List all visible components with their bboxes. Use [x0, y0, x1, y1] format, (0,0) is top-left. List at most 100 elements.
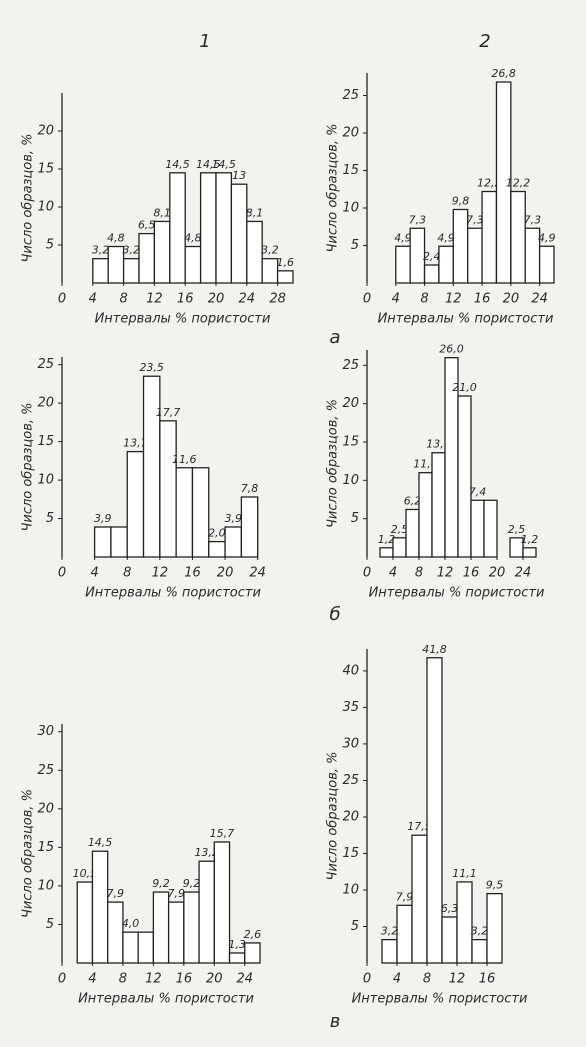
value-label: 13,2 [194, 846, 219, 859]
bar [409, 227, 426, 284]
x-tick-label: 4 [90, 566, 98, 581]
value-label: 15,7 [210, 827, 235, 840]
x-tick-label: 8 [119, 292, 127, 307]
value-label: 17,5 [407, 820, 432, 833]
x-tick-label: 4 [393, 972, 401, 987]
y-axis-label: Число образцов, % [21, 402, 36, 531]
value-label: 10,5 [73, 867, 98, 880]
bar [107, 901, 124, 964]
value-label: 2,0 [208, 527, 226, 540]
y-tick-label: 25 [342, 358, 359, 373]
value-label: 13,7 [123, 437, 148, 450]
bar [538, 245, 555, 284]
bar [426, 657, 443, 964]
y-tick-label: 5 [351, 919, 359, 934]
x-tick-label: 24 [515, 566, 532, 581]
bar [276, 270, 294, 284]
value-label: 11,1 [452, 867, 477, 880]
bar [159, 420, 177, 558]
bar [467, 227, 483, 284]
bar [456, 881, 473, 964]
x-tick-label: 24 [236, 972, 253, 987]
bar [486, 892, 503, 964]
x-tick-label: 8 [119, 972, 127, 987]
y-axis-label: Число образцов, % [21, 789, 36, 918]
value-label: 8,1 [246, 206, 264, 219]
value-label: 13 [232, 169, 246, 182]
bar [76, 881, 94, 964]
x-axis-label: Интервалы % пористости [85, 586, 261, 601]
bar [110, 526, 128, 558]
x-tick-label: 20 [217, 566, 234, 581]
y-tick-label: 25 [342, 88, 359, 103]
y-axis-label: Число образцов, % [326, 399, 341, 528]
bar [522, 547, 537, 558]
y-tick-label: 20 [342, 809, 359, 824]
bar [381, 938, 398, 964]
bar [457, 395, 472, 558]
column-header: 2 [479, 31, 490, 52]
bar [379, 547, 394, 558]
value-label: 7,9 [167, 887, 185, 900]
bar [405, 508, 420, 558]
bar [423, 264, 440, 284]
value-label: 2,6 [244, 928, 262, 941]
value-label: 4,9 [394, 231, 412, 244]
value-label: 41,8 [422, 643, 447, 656]
y-tick-label: 20 [37, 801, 54, 816]
value-label: 6,5 [138, 219, 156, 232]
bar [208, 540, 226, 558]
value-label: 9,2 [152, 877, 170, 890]
bar [438, 245, 454, 284]
y-tick-label: 10 [342, 882, 359, 897]
bar [411, 834, 428, 964]
y-tick-label: 25 [37, 763, 54, 778]
value-label: 3,2 [123, 244, 141, 257]
x-tick-label: 0 [363, 972, 371, 987]
bar [122, 258, 140, 284]
x-tick-label: 12 [152, 566, 169, 581]
x-tick-label: 24 [239, 292, 256, 307]
bar [431, 452, 446, 558]
value-label: 17,7 [156, 406, 181, 419]
y-tick-label: 20 [37, 124, 54, 139]
x-tick-label: 8 [420, 292, 428, 307]
bar [126, 450, 145, 558]
bar [215, 172, 233, 284]
value-label: 3,9 [94, 512, 112, 525]
x-tick-label: 20 [206, 972, 223, 987]
x-tick-label: 16 [184, 566, 201, 581]
y-tick-label: 25 [37, 357, 54, 372]
y-tick-label: 10 [37, 473, 54, 488]
panel-letter: а [329, 327, 340, 348]
value-label: 11,6 [172, 453, 197, 466]
column-header: 1 [199, 31, 210, 52]
y-tick-label: 15 [37, 162, 54, 177]
value-label: 1,2 [378, 533, 396, 546]
bar [169, 172, 186, 284]
value-label: 14,5 [165, 158, 190, 171]
x-axis-label: Интервалы % пористости [95, 312, 271, 327]
bar [167, 901, 185, 964]
value-label: 7,9 [107, 887, 125, 900]
bar [142, 375, 161, 558]
value-label: 9,2 [183, 877, 201, 890]
bar [246, 220, 263, 284]
y-tick-label: 15 [342, 163, 359, 178]
x-tick-label: 16 [177, 292, 194, 307]
value-label: 7,3 [466, 213, 484, 226]
x-tick-label: 8 [415, 566, 423, 581]
x-axis-label: Интервалы % пористости [369, 586, 545, 601]
bar [138, 232, 156, 284]
bar [191, 467, 210, 558]
value-label: 1,2 [521, 533, 539, 546]
bar [244, 942, 261, 964]
bar [107, 245, 125, 284]
y-tick-label: 35 [342, 700, 359, 715]
y-tick-label: 20 [37, 396, 54, 411]
y-tick-label: 5 [351, 511, 359, 526]
bar [471, 938, 488, 964]
y-tick-label: 20 [342, 126, 359, 141]
value-label: 14,5 [88, 836, 113, 849]
